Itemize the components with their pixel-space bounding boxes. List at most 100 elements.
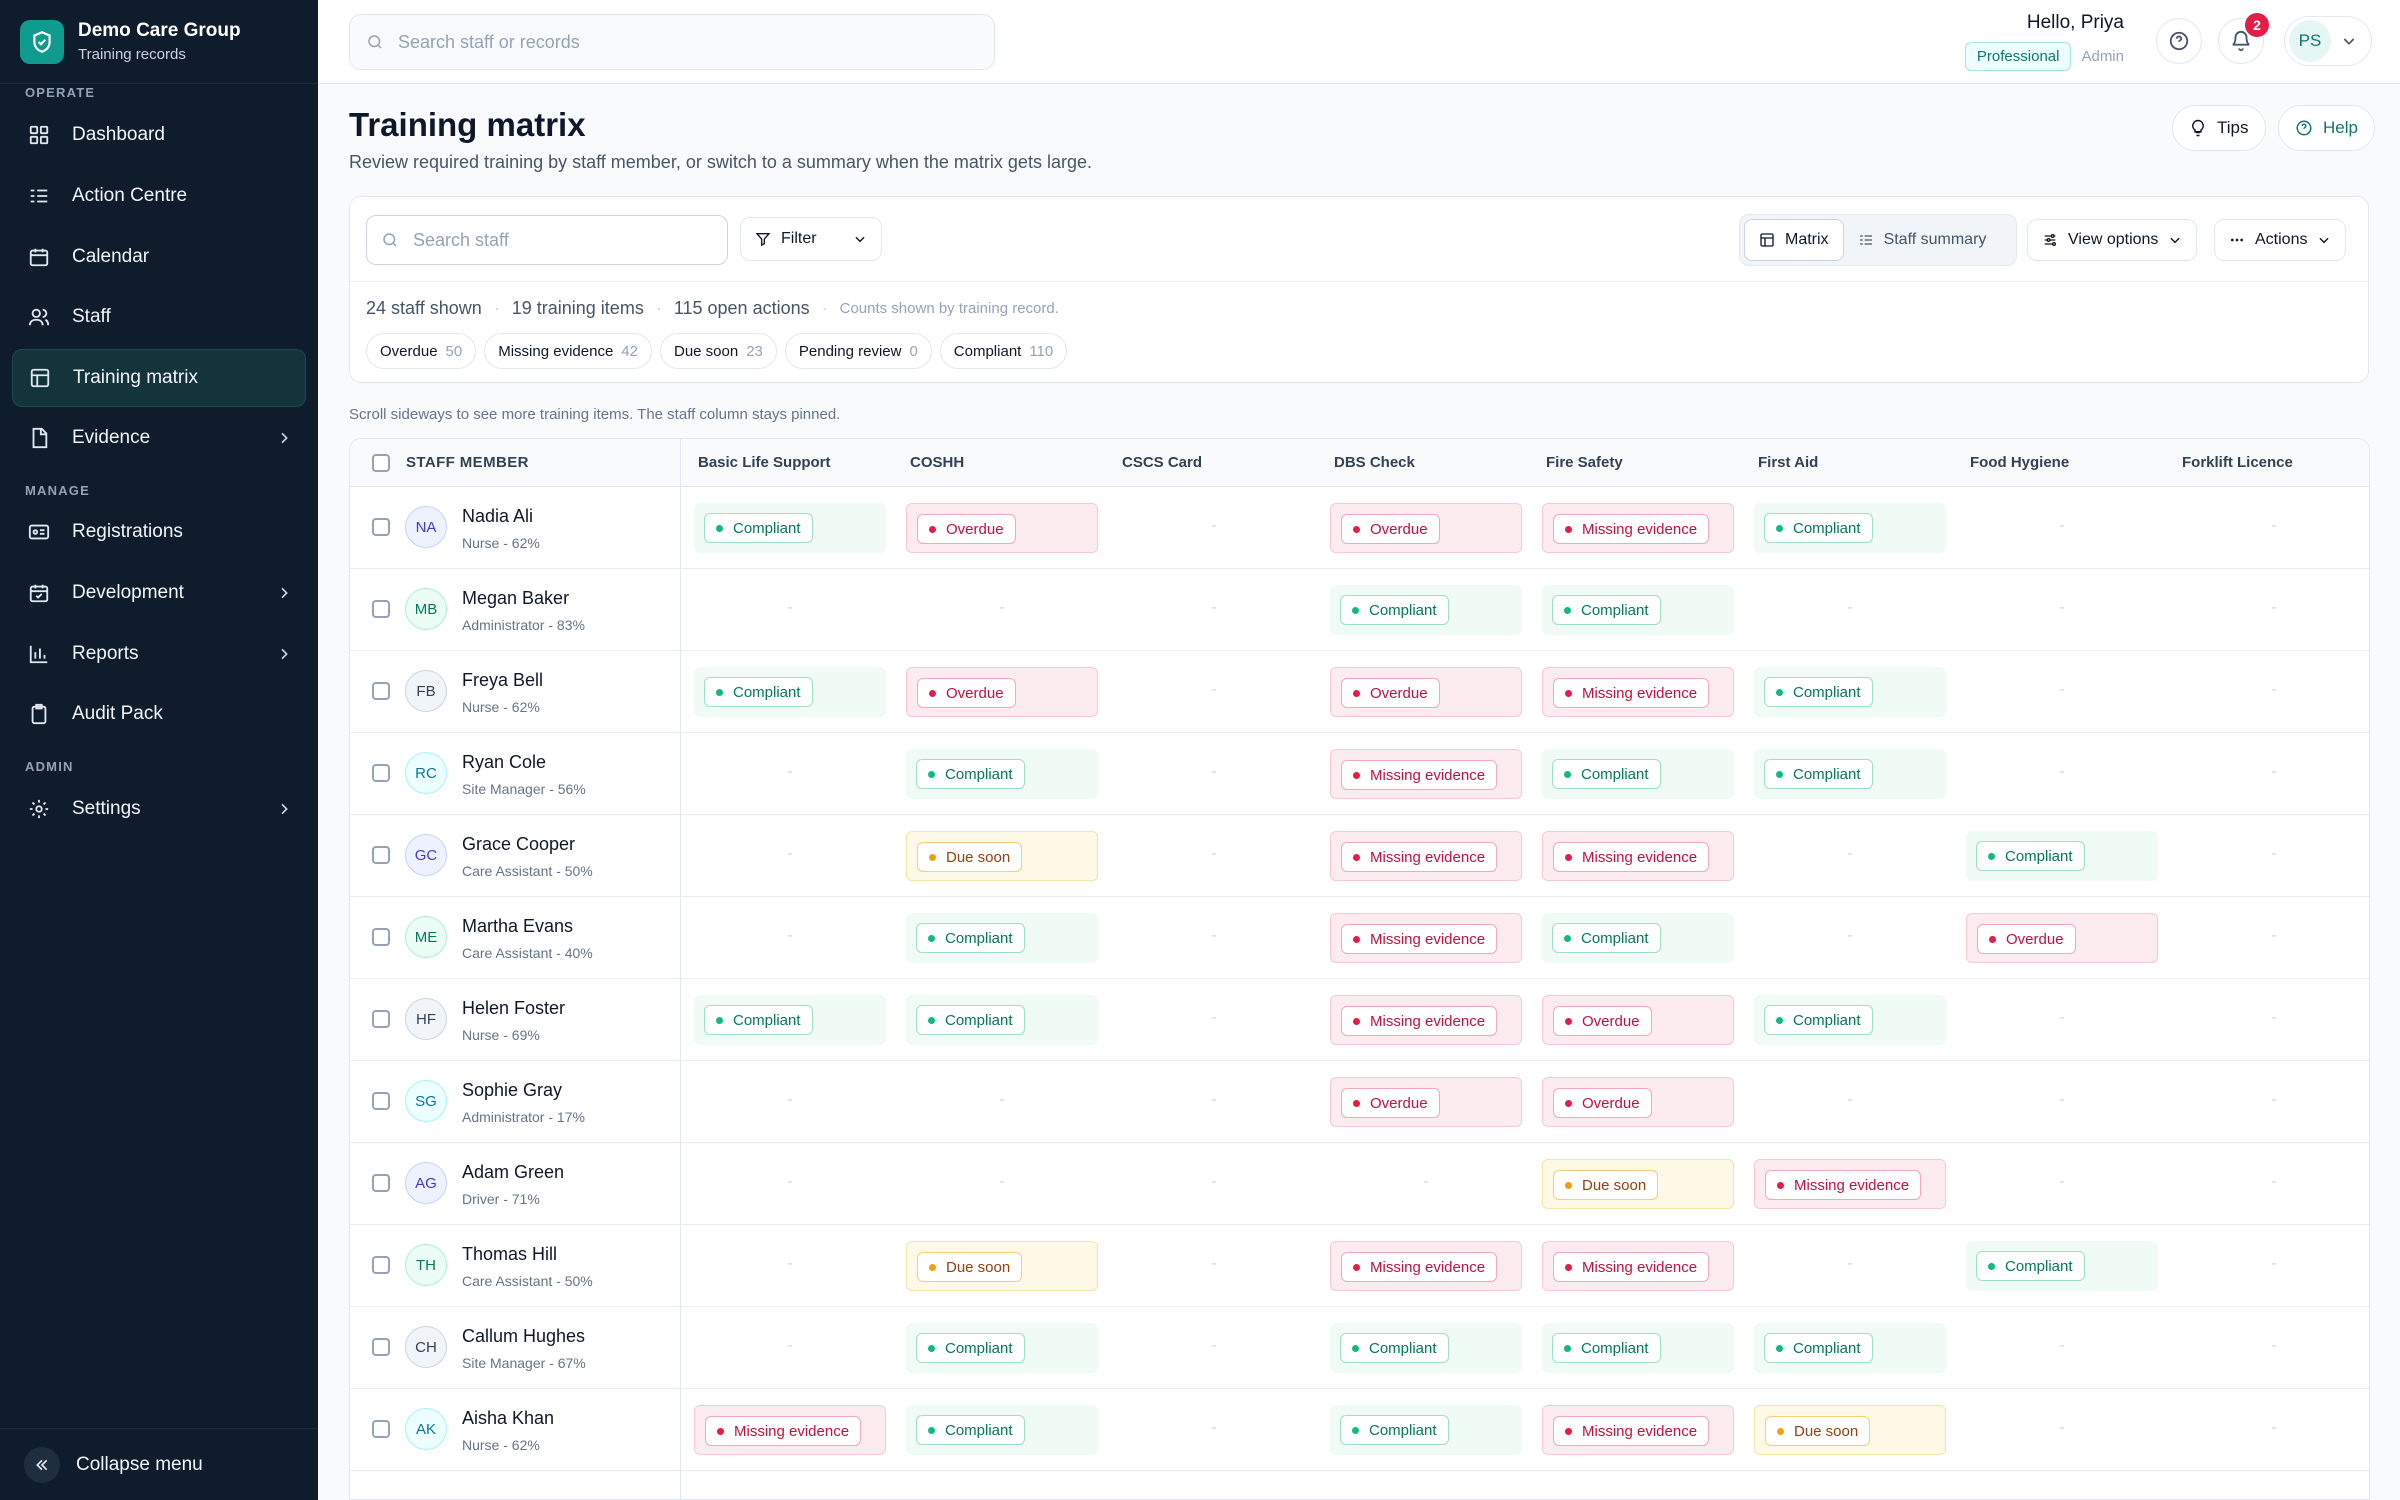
- table-row[interactable]: FB Freya Bell Nurse - 62% Compliant Overdue -…: [350, 651, 2369, 733]
- staff-name[interactable]: Thomas Hill: [462, 1244, 558, 1264]
- chip-pending-review[interactable]: Pending review 0: [784, 333, 932, 369]
- table-row[interactable]: GC Grace Cooper Care Assistant - 50% - Due s…: [350, 815, 2369, 897]
- training-cell[interactable]: Overdue: [1330, 503, 1522, 553]
- table-row[interactable]: TH Thomas Hill Care Assistant - 50% - Due so…: [350, 1225, 2369, 1307]
- training-cell[interactable]: Missing evidence: [1330, 1241, 1522, 1291]
- row-checkbox[interactable]: [372, 1256, 390, 1274]
- training-cell[interactable]: Overdue: [906, 503, 1098, 553]
- column-header[interactable]: CSCS Card: [1122, 454, 1203, 471]
- training-cell[interactable]: Compliant: [1542, 585, 1734, 635]
- training-cell[interactable]: Compliant: [1330, 1405, 1522, 1455]
- training-cell[interactable]: Compliant: [1542, 913, 1734, 963]
- training-cell[interactable]: Compliant: [1754, 1323, 1946, 1373]
- row-checkbox[interactable]: [372, 846, 390, 864]
- column-header[interactable]: Basic Life Support: [698, 454, 831, 471]
- chip-compliant[interactable]: Compliant 110: [939, 333, 1068, 369]
- row-checkbox[interactable]: [372, 1338, 390, 1356]
- training-cell[interactable]: Compliant: [906, 749, 1098, 799]
- training-cell[interactable]: Missing evidence: [1754, 1159, 1946, 1209]
- training-cell[interactable]: Overdue: [1330, 667, 1522, 717]
- staff-name[interactable]: Freya Bell: [462, 670, 544, 690]
- chip-due-soon[interactable]: Due soon 23: [659, 333, 777, 369]
- training-cell[interactable]: Missing evidence: [1330, 995, 1522, 1045]
- training-cell[interactable]: Overdue: [1966, 913, 2158, 963]
- training-cell[interactable]: Missing evidence: [694, 1405, 886, 1455]
- training-cell[interactable]: Compliant: [1754, 749, 1946, 799]
- sidebar-item-action-centre[interactable]: Action Centre: [12, 167, 306, 225]
- tips-button[interactable]: Tips: [2172, 105, 2266, 151]
- training-cell[interactable]: Missing evidence: [1330, 831, 1522, 881]
- training-cell[interactable]: Missing evidence: [1542, 831, 1734, 881]
- row-checkbox[interactable]: [372, 518, 390, 536]
- row-checkbox[interactable]: [372, 1010, 390, 1028]
- column-header[interactable]: Fire Safety: [1546, 454, 1623, 471]
- sidebar-item-calendar[interactable]: Calendar: [12, 228, 306, 286]
- chip-missing-evidence[interactable]: Missing evidence 42: [484, 333, 652, 369]
- staff-name[interactable]: Sophie Gray: [462, 1080, 563, 1100]
- training-cell[interactable]: Compliant: [1330, 1323, 1522, 1373]
- sidebar-item-evidence[interactable]: Evidence: [12, 409, 306, 467]
- table-row[interactable]: HF Helen Foster Nurse - 69% Compliant Compli…: [350, 979, 2369, 1061]
- table-row[interactable]: RC Ryan Cole Site Manager - 56% - Compliant -…: [350, 733, 2369, 815]
- column-header[interactable]: First Aid: [1758, 454, 1819, 471]
- staff-name[interactable]: Ryan Cole: [462, 752, 547, 772]
- training-cell[interactable]: Compliant: [906, 1323, 1098, 1373]
- sidebar-item-registrations[interactable]: Registrations: [12, 503, 306, 561]
- global-search-input[interactable]: Search staff or records: [349, 14, 995, 70]
- training-cell[interactable]: Missing evidence: [1330, 913, 1522, 963]
- brand[interactable]: Demo Care Group Training records: [0, 0, 318, 84]
- staff-name[interactable]: Aisha Khan: [462, 1408, 555, 1428]
- filter-button[interactable]: Filter: [740, 217, 882, 261]
- actions-button[interactable]: Actions: [2214, 219, 2347, 261]
- chip-overdue[interactable]: Overdue 50: [366, 333, 477, 369]
- training-cell[interactable]: Compliant: [906, 995, 1098, 1045]
- training-cell[interactable]: Compliant: [1754, 995, 1946, 1045]
- staff-search-input[interactable]: Search staff: [366, 215, 728, 265]
- notifications-button[interactable]: 2: [2218, 13, 2269, 64]
- sidebar-item-audit-pack[interactable]: Audit Pack: [12, 685, 306, 743]
- sidebar-item-staff[interactable]: Staff: [12, 288, 306, 346]
- view-options-button[interactable]: View options: [2027, 219, 2198, 261]
- table-row[interactable]: ME Martha Evans Care Assistant - 40% - Compl…: [350, 897, 2369, 979]
- staff-name[interactable]: Grace Cooper: [462, 834, 576, 854]
- training-cell[interactable]: Compliant: [1966, 831, 2158, 881]
- row-checkbox[interactable]: [372, 764, 390, 782]
- sidebar-item-reports[interactable]: Reports: [12, 625, 306, 683]
- view-staff-summary-button[interactable]: Staff summary: [1844, 219, 2001, 261]
- training-cell[interactable]: Missing evidence: [1330, 749, 1522, 799]
- training-cell[interactable]: Compliant: [1966, 1241, 2158, 1291]
- row-checkbox[interactable]: [372, 928, 390, 946]
- table-row[interactable]: CH Callum Hughes Site Manager - 67% - Compli…: [350, 1307, 2369, 1389]
- sidebar-item-development[interactable]: Development: [12, 564, 306, 622]
- sidebar-item-dashboard[interactable]: Dashboard: [12, 106, 306, 164]
- training-cell[interactable]: Compliant: [1542, 1323, 1734, 1373]
- training-cell[interactable]: Compliant: [906, 1405, 1098, 1455]
- staff-name[interactable]: Callum Hughes: [462, 1326, 586, 1346]
- training-cell[interactable]: Due soon: [1542, 1159, 1734, 1209]
- row-checkbox[interactable]: [372, 600, 390, 618]
- row-checkbox[interactable]: [372, 1092, 390, 1110]
- staff-name[interactable]: Nadia Ali: [462, 506, 534, 526]
- training-cell[interactable]: Compliant: [906, 913, 1098, 963]
- table-row[interactable]: SG Sophie Gray Administrator - 17% - - - Overd…: [350, 1061, 2369, 1143]
- training-cell[interactable]: Missing evidence: [1542, 503, 1734, 553]
- column-header[interactable]: COSHH: [910, 454, 965, 471]
- sidebar-item-settings[interactable]: Settings: [12, 780, 306, 838]
- training-cell[interactable]: Overdue: [1330, 1077, 1522, 1127]
- training-cell[interactable]: Compliant: [1542, 749, 1734, 799]
- staff-name[interactable]: Helen Foster: [462, 998, 566, 1018]
- user-menu-button[interactable]: PS: [2284, 16, 2372, 66]
- training-cell[interactable]: Compliant: [1754, 503, 1946, 553]
- training-cell[interactable]: Compliant: [694, 503, 886, 553]
- table-row[interactable]: MB Megan Baker Administrator - 83% - - - Compl…: [350, 569, 2369, 651]
- staff-name[interactable]: Megan Baker: [462, 588, 570, 608]
- column-header[interactable]: Forklift Licence: [2182, 454, 2293, 471]
- table-row[interactable]: AG Adam Green Driver - 71% - - - - Due soon Miss…: [350, 1143, 2369, 1225]
- select-all-checkbox[interactable]: [372, 454, 390, 472]
- training-cell[interactable]: Compliant: [694, 995, 886, 1045]
- training-cell[interactable]: Compliant: [1330, 585, 1522, 635]
- view-matrix-button[interactable]: Matrix: [1744, 219, 1844, 261]
- staff-name[interactable]: Adam Green: [462, 1162, 565, 1182]
- training-cell[interactable]: Due soon: [906, 1241, 1098, 1291]
- training-cell[interactable]: Compliant: [1754, 667, 1946, 717]
